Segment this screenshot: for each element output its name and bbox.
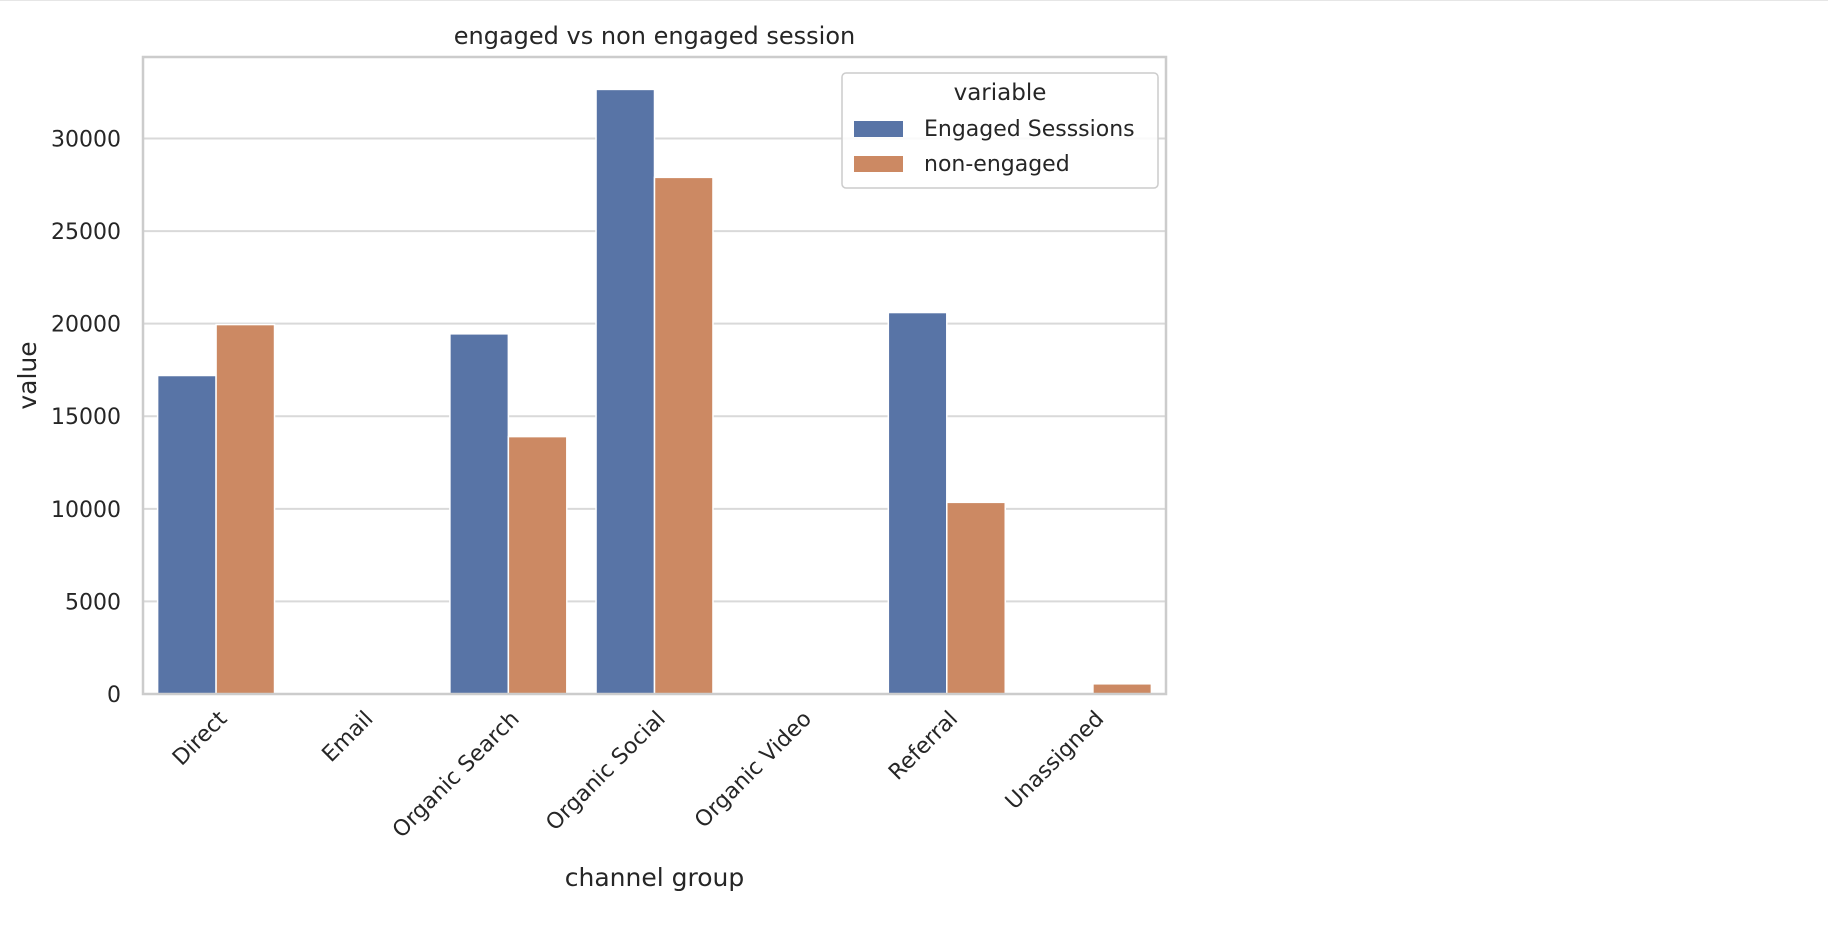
- x-tick-label: Direct: [168, 706, 233, 771]
- y-tick-label: 20000: [51, 313, 121, 338]
- bar-non-engaged-unassigned: [1092, 683, 1153, 695]
- legend-label-non-engaged: non-engaged: [924, 152, 1070, 177]
- x-axis-ticks: Direct Email Organic Search Organic Social O…: [168, 706, 1109, 843]
- legend-label-engaged: Engaged Sesssions: [924, 117, 1135, 142]
- y-tick-label: 30000: [51, 127, 121, 152]
- plot-frame: [141, 55, 1168, 696]
- y-axis-ticks: 0 5000 10000 15000 20000 25000 30000: [51, 127, 121, 708]
- y-tick-label: 5000: [65, 590, 121, 615]
- y-axis-label: value: [13, 341, 42, 409]
- legend-swatch-engaged: [854, 121, 903, 137]
- bar-engaged-referral: [887, 311, 948, 695]
- bar-engaged-organic-social: [595, 88, 656, 695]
- legend-title: variable: [954, 80, 1047, 106]
- bar-engaged-direct: [156, 374, 217, 695]
- legend-box: [841, 72, 1159, 189]
- bar-non-engaged-referral: [946, 501, 1006, 695]
- x-tick-label: Organic Search: [388, 707, 525, 844]
- chart-title: engaged vs non engaged session: [454, 22, 855, 50]
- y-tick-label: 0: [107, 683, 121, 708]
- x-axis-label: channel group: [565, 863, 744, 892]
- bar-non-engaged-organic-search: [507, 435, 568, 695]
- y-tick-label: 15000: [51, 405, 121, 430]
- x-tick-label: Referral: [884, 707, 963, 786]
- bars-group: [156, 88, 1153, 695]
- bar-non-engaged-organic-social: [653, 176, 714, 695]
- x-tick-label: Organic Social: [541, 707, 670, 836]
- x-tick-label: Email: [318, 707, 379, 768]
- bar-non-engaged-direct: [215, 323, 276, 695]
- y-tick-label: 25000: [51, 220, 121, 245]
- y-tick-label: 10000: [51, 498, 121, 523]
- bar-engaged-organic-search: [449, 333, 510, 695]
- legend-swatch-non-engaged: [854, 156, 903, 172]
- x-tick-label: Unassigned: [1001, 707, 1109, 815]
- x-tick-label: Organic Video: [690, 707, 817, 834]
- legend: variable Engaged Sesssions non-engaged: [841, 72, 1159, 189]
- top-divider: [0, 0, 1828, 1]
